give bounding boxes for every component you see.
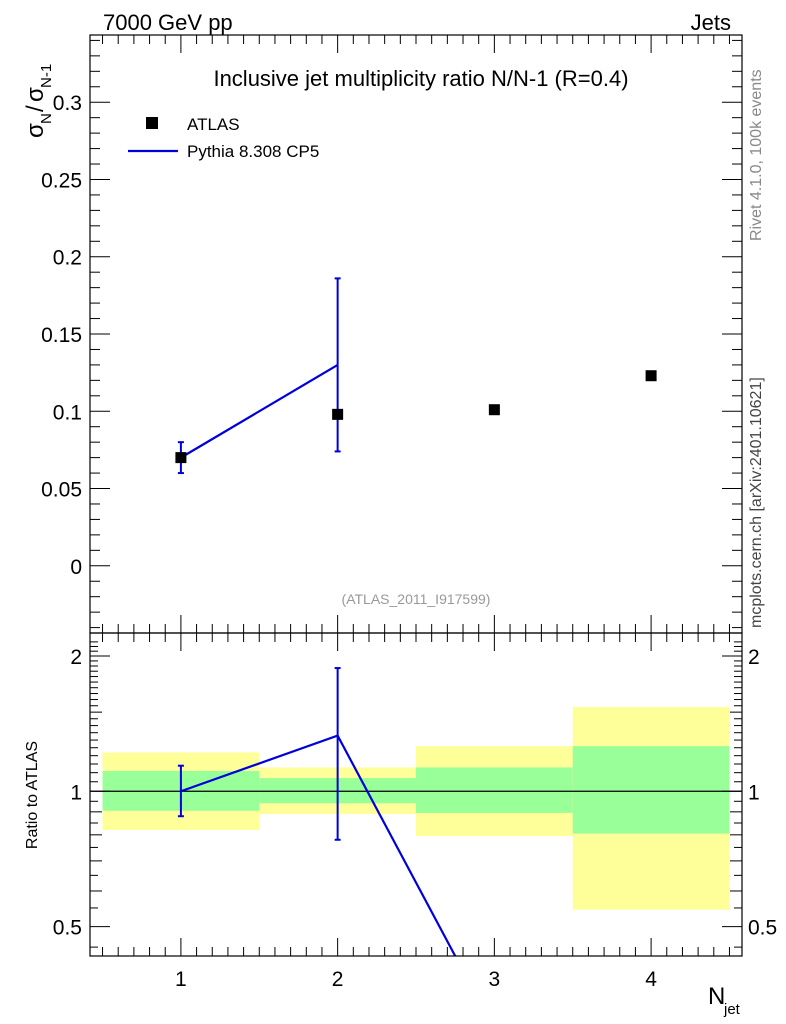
- x-tick-label: 1: [175, 968, 187, 991]
- y-tick-label: 0.2: [53, 247, 82, 270]
- ratio-band-inner: [572, 746, 730, 834]
- ratio-y-tick-label-right: 0.5: [748, 917, 777, 940]
- ratio-band-inner: [416, 767, 573, 813]
- y-axis-label-sigma-den: σ: [22, 87, 49, 102]
- legend-mc-label: Pythia 8.308 CP5: [187, 142, 319, 161]
- y-tick-label: 0.25: [41, 169, 82, 192]
- ratio-y-tick-label-left: 1: [70, 781, 82, 804]
- y-tick-label: 0.1: [53, 401, 82, 424]
- y-tick-label: 0: [70, 556, 82, 579]
- ratio-y-tick-label-left: 2: [70, 646, 82, 669]
- y-axis-label-slash: /: [22, 105, 49, 112]
- rivet-info-label: Rivet 4.1.0, 100k events: [748, 69, 765, 241]
- header-category-label: Jets: [691, 10, 731, 35]
- ratio-y-axis-label: Ratio to ATLAS: [24, 741, 41, 849]
- x-tick-label: 3: [489, 968, 501, 991]
- legend-atlas-marker: [146, 117, 158, 129]
- x-axis-label-sub: jet: [723, 1001, 741, 1018]
- ratio-y-tick-label-right: 2: [748, 646, 760, 669]
- ratio-y-tick-label-left: 0.5: [53, 917, 82, 940]
- atlas-data-point: [175, 452, 187, 464]
- y-tick-label: 0.3: [53, 92, 82, 115]
- header-energy-label: 7000 GeV pp: [103, 10, 233, 35]
- y-axis-label-den-sub: N-1: [38, 64, 55, 88]
- x-axis-label: N: [708, 983, 725, 1010]
- chart-title: Inclusive jet multiplicity ratio N/N-1 (…: [213, 66, 628, 91]
- x-tick-label: 2: [332, 968, 344, 991]
- y-axis-label: σN/σN-1: [22, 64, 55, 138]
- y-tick-label: 0.05: [41, 479, 82, 502]
- mc-line: [180, 363, 339, 459]
- y-axis-label-sigma: σ: [22, 123, 49, 138]
- main-panel: 0 0.05 0.1 0.15 0.2 0.25 0.3 Inclusive jet mult…: [22, 34, 743, 634]
- x-tick-label: 4: [645, 968, 657, 991]
- ratio-y-tick-label-right: 1: [748, 781, 760, 804]
- analysis-id-watermark: (ATLAS_2011_I917599): [342, 591, 491, 607]
- atlas-data-point: [488, 404, 500, 416]
- mcplots-reference-label: mcplots.cern.ch [arXiv:2401.10621]: [748, 377, 765, 628]
- y-tick-label: 0.15: [41, 324, 82, 347]
- atlas-data-point: [332, 408, 344, 420]
- atlas-data-point: [645, 370, 657, 382]
- y-axis-label-sub: N: [38, 113, 55, 124]
- legend-atlas-label: ATLAS: [187, 115, 240, 134]
